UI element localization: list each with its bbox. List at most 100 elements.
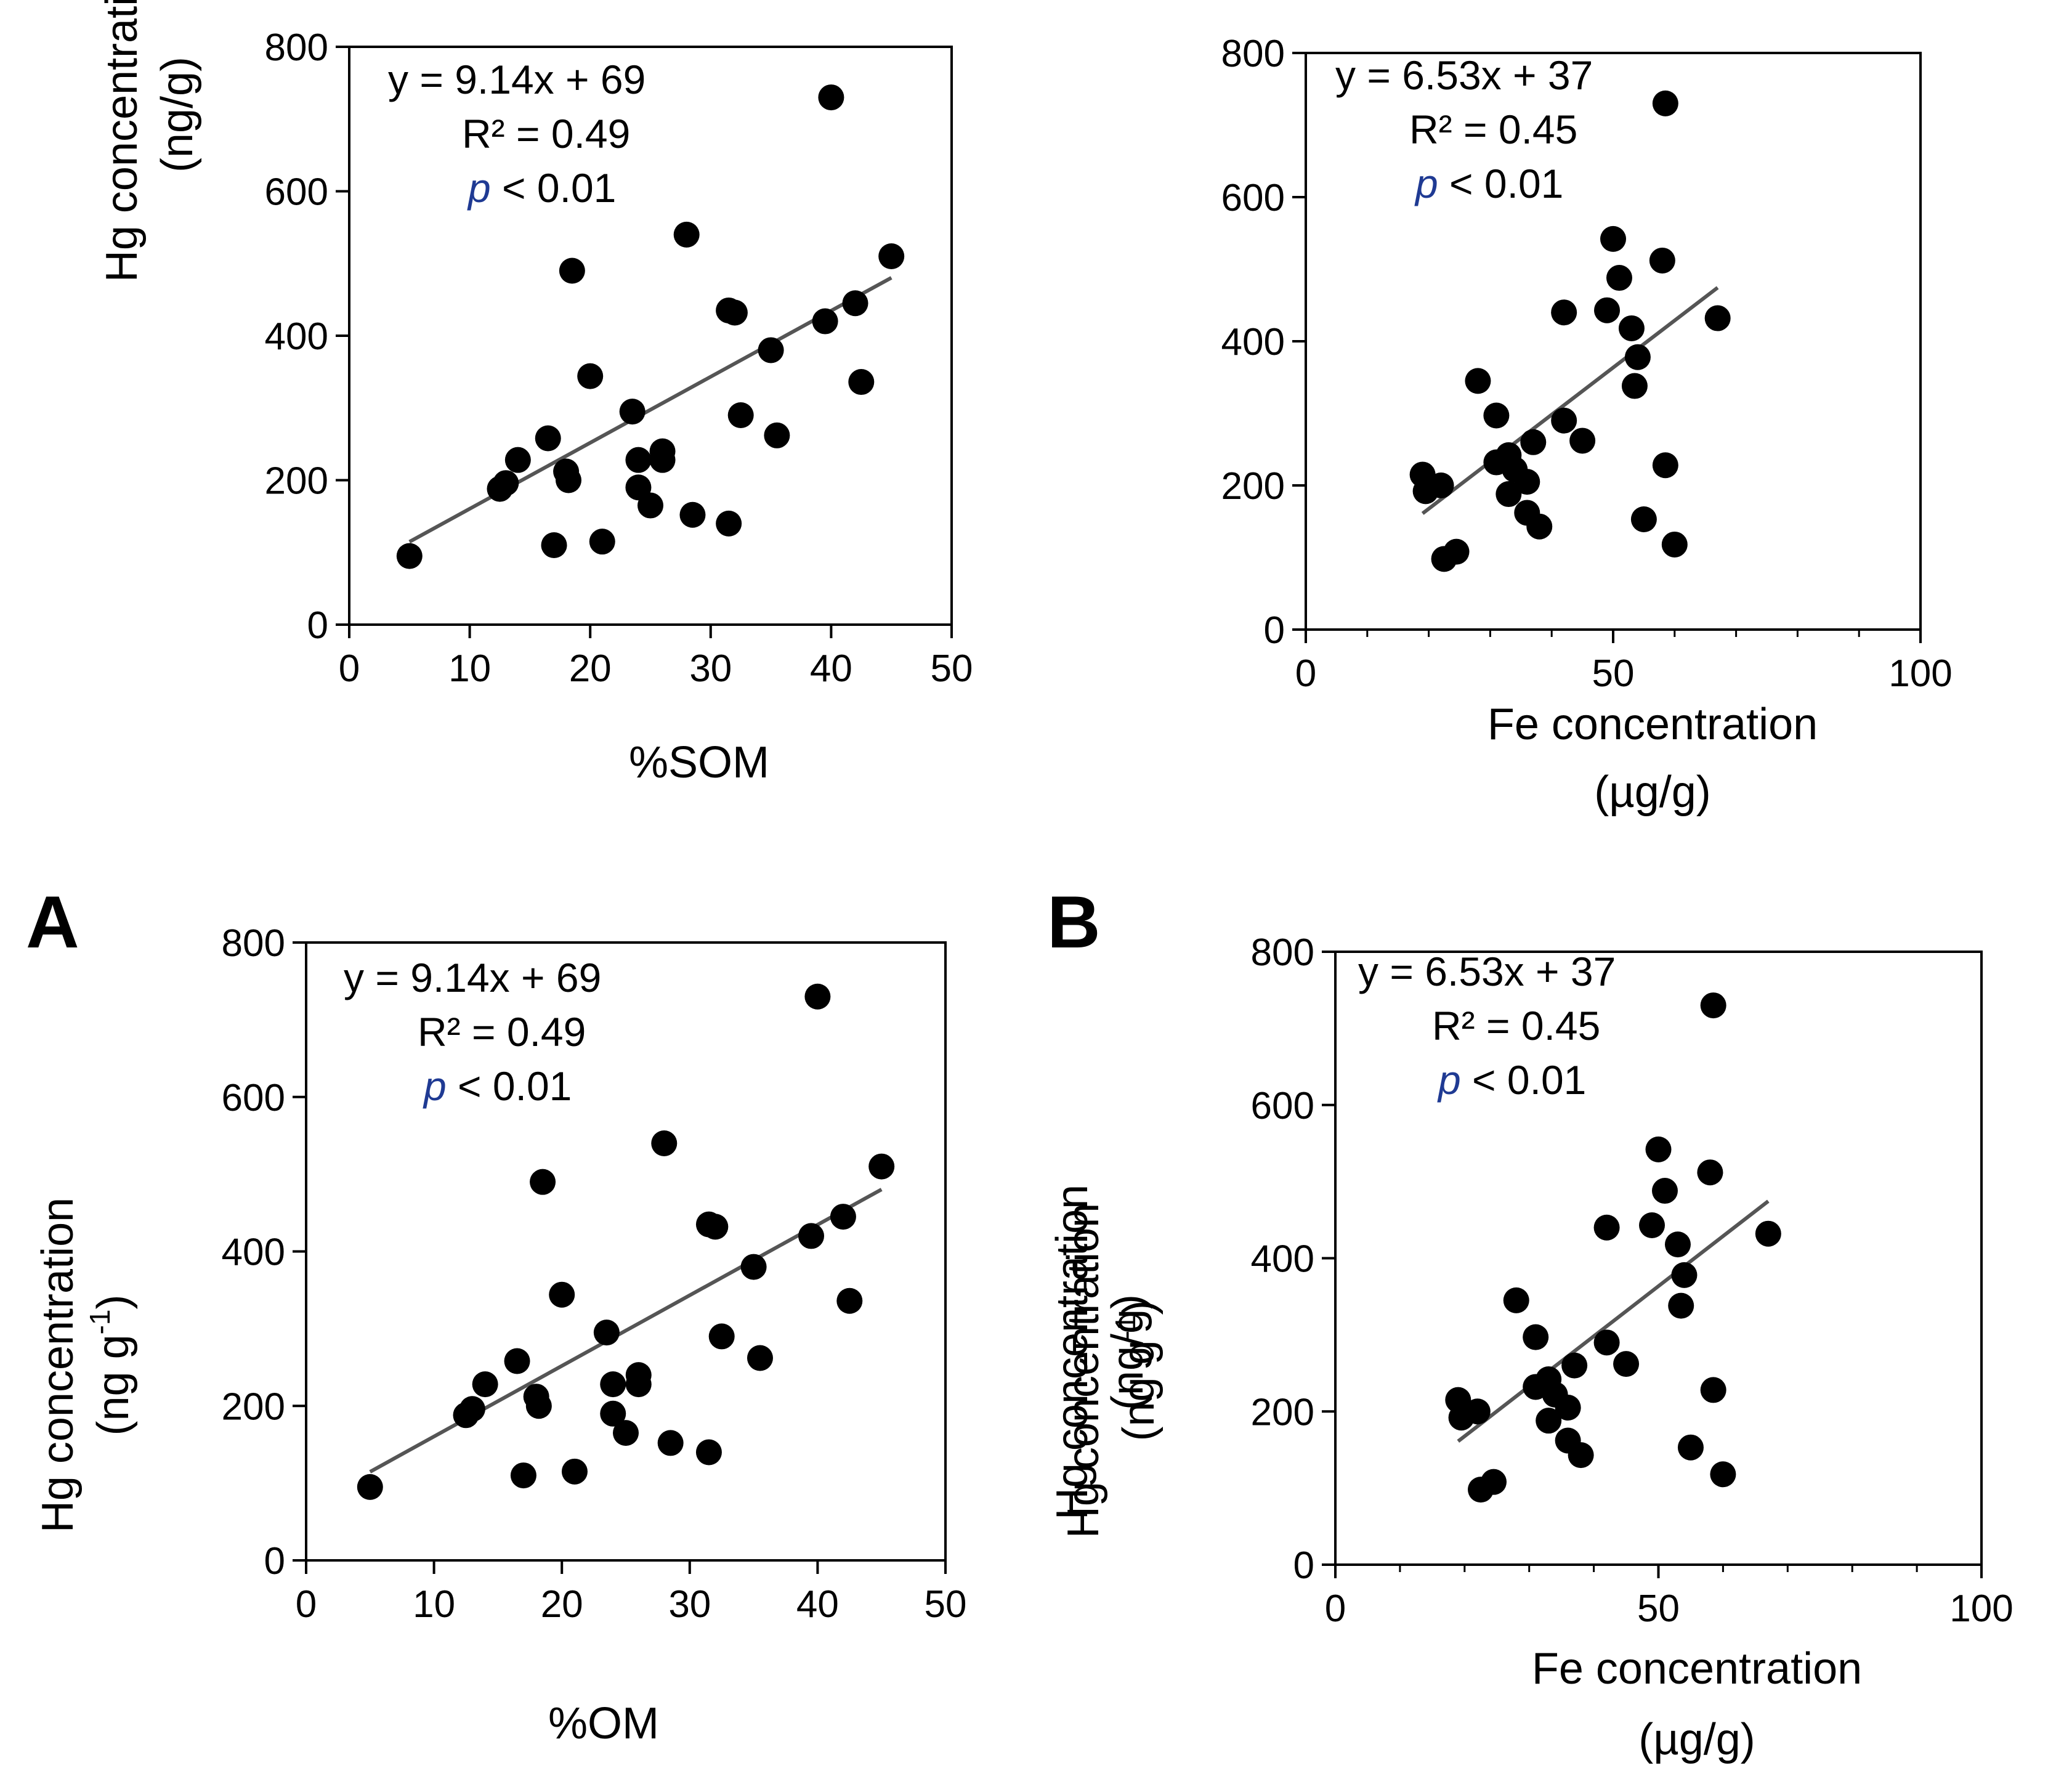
scatter-panel-3: 0 200 400 600 800 0 10 20 30 40 50 y = 9.14x + 69 R²… xyxy=(26,881,966,1748)
data-point xyxy=(1428,472,1454,498)
data-point xyxy=(1569,428,1596,454)
data-point xyxy=(1483,402,1510,429)
x-tick-label: 10 xyxy=(413,1583,455,1626)
data-point xyxy=(798,1223,825,1249)
data-point xyxy=(1700,992,1726,1019)
x-tick-label: 50 xyxy=(1637,1587,1680,1630)
data-point xyxy=(708,1323,735,1350)
data-point xyxy=(357,1474,383,1500)
data-point xyxy=(1697,1159,1723,1186)
y-tick-label: 0 xyxy=(1264,609,1285,652)
data-point xyxy=(764,422,790,448)
data-point xyxy=(842,290,868,317)
y-tick-label: 400 xyxy=(1221,321,1285,363)
data-point xyxy=(673,221,700,248)
r-squared: R² = 0.45 xyxy=(1409,107,1577,152)
data-point xyxy=(868,1153,895,1180)
svg-text:(ng g-1): (ng g-1) xyxy=(1109,1300,1164,1441)
data-point xyxy=(1651,1178,1678,1204)
x-tick-label: 0 xyxy=(1295,652,1316,695)
x-tick-label: 40 xyxy=(810,647,852,690)
data-point xyxy=(1523,1324,1549,1350)
data-point xyxy=(1668,1292,1694,1319)
trendline xyxy=(408,276,892,544)
data-point xyxy=(1700,1377,1726,1403)
x-tick-label: 20 xyxy=(569,647,612,690)
data-point xyxy=(702,1214,729,1240)
x-axis-label: Fe concentration xyxy=(1487,700,1818,749)
y-tick-label: 200 xyxy=(265,460,328,503)
data-point xyxy=(1649,247,1675,274)
data-point xyxy=(493,470,519,497)
data-point xyxy=(530,1169,556,1195)
y-tick-label: 200 xyxy=(1221,465,1285,508)
data-point xyxy=(1464,1398,1491,1425)
data-point xyxy=(613,1420,639,1446)
data-point xyxy=(1630,506,1657,532)
y-axis-label: Hg concentration (ng/g) xyxy=(1048,1185,1152,1520)
data-point xyxy=(1465,368,1491,394)
x-tick-label: 50 xyxy=(925,1583,967,1626)
y-tick-label: 400 xyxy=(222,1231,285,1274)
x-tick-label: 10 xyxy=(448,647,491,690)
data-point xyxy=(396,543,423,569)
y-tick-label: 400 xyxy=(265,315,328,358)
data-point xyxy=(525,1393,552,1419)
y-tick-label: 600 xyxy=(222,1077,285,1119)
data-point xyxy=(1652,90,1678,116)
trendline xyxy=(369,1188,883,1474)
data-point xyxy=(510,1462,536,1489)
data-point xyxy=(1606,265,1632,291)
y-tick-label: 400 xyxy=(1251,1238,1314,1281)
data-point xyxy=(1514,469,1540,495)
p-value: p < 0.01 xyxy=(423,1063,572,1109)
data-point xyxy=(1526,513,1553,540)
data-point xyxy=(721,299,748,326)
data-point xyxy=(504,447,531,473)
data-point xyxy=(593,1320,620,1346)
data-point xyxy=(472,1371,498,1398)
x-tick-label: 0 xyxy=(1325,1587,1346,1630)
data-point xyxy=(836,1287,863,1314)
scatter-panel-1: 0 200 400 600 800 0 10 20 30 40 50 y = 9.14x + 69 R²… xyxy=(97,0,973,787)
x-tick-label: 30 xyxy=(689,647,732,690)
p-value: p < 0.01 xyxy=(467,165,616,211)
data-point xyxy=(1710,1461,1736,1488)
x-tick-label: 20 xyxy=(541,1583,583,1626)
data-point xyxy=(848,369,875,395)
data-point xyxy=(600,1400,626,1427)
y-tick-label: 0 xyxy=(1293,1544,1314,1587)
data-point xyxy=(625,1371,652,1398)
svg-text:Hg concentration: Hg concentration xyxy=(33,1198,83,1533)
data-point xyxy=(1568,1442,1594,1469)
data-point xyxy=(549,1281,575,1308)
p-value: p < 0.01 xyxy=(1437,1057,1586,1103)
r-squared: R² = 0.49 xyxy=(418,1009,586,1055)
data-point xyxy=(1443,538,1470,565)
x-tick-label: 100 xyxy=(1888,652,1952,695)
r-squared: R² = 0.45 xyxy=(1432,1003,1600,1048)
trendline xyxy=(1457,1199,1770,1443)
panel-letter: A xyxy=(26,881,79,963)
x-tick-label: 50 xyxy=(931,647,973,690)
data-point xyxy=(657,1430,684,1456)
data-point xyxy=(1624,344,1651,370)
data-point xyxy=(727,402,754,428)
data-point xyxy=(649,447,676,473)
data-point xyxy=(716,510,742,537)
y-axis-label: Hg concentration (ng g-1) xyxy=(33,1198,138,1533)
regression-equation: y = 6.53x + 37 xyxy=(1358,949,1616,994)
data-point xyxy=(1755,1220,1781,1247)
data-point xyxy=(1645,1136,1672,1162)
y-tick-label: 600 xyxy=(265,171,328,214)
data-point xyxy=(1536,1408,1562,1434)
data-point xyxy=(651,1130,678,1156)
x-axis-label: %OM xyxy=(548,1699,659,1748)
x-tick-label: 30 xyxy=(668,1583,711,1626)
data-point xyxy=(559,257,585,284)
y-tick-label: 0 xyxy=(264,1540,285,1583)
data-point xyxy=(878,243,905,270)
data-point xyxy=(1652,452,1678,479)
data-point xyxy=(1503,1287,1529,1313)
data-point xyxy=(1671,1262,1698,1288)
